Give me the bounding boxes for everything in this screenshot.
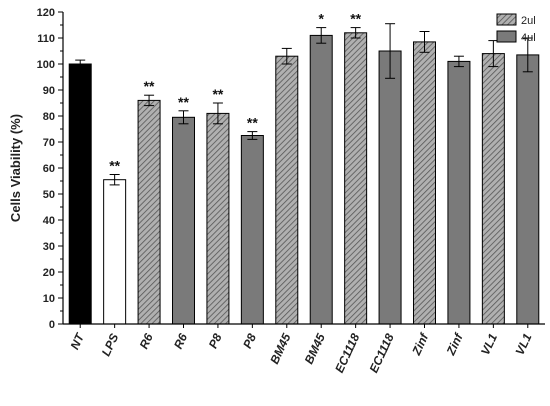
error-bar-13 [522, 37, 533, 73]
bar-5 [240, 135, 264, 325]
bar-4 [206, 112, 230, 325]
bar-7 [309, 34, 333, 325]
y-tick-label-40: 40 [43, 215, 55, 227]
y-tick-label-90: 90 [43, 85, 55, 97]
error-bar-4 [212, 102, 223, 125]
x-tick-label-6: BM45 [267, 331, 293, 366]
x-tick-label-0: NT [67, 330, 87, 352]
error-bar-0 [75, 59, 86, 69]
y-tick-label-120: 120 [37, 7, 55, 19]
x-tick-label-5: P8 [240, 331, 259, 351]
bar-9 [378, 50, 402, 325]
x-tick-label-1: LPS [99, 331, 122, 358]
x-tick-label-9: EC1118 [367, 331, 397, 375]
legend-label-2ul: 2ul [521, 15, 536, 27]
y-tick-label-10: 10 [43, 293, 55, 305]
bar-0 [68, 63, 92, 325]
y-tick-label-100: 100 [37, 59, 55, 71]
y-tick-label-70: 70 [43, 137, 55, 149]
y-tick-label-80: 80 [43, 111, 55, 123]
bar-13 [516, 54, 540, 325]
x-tick-label-7: BM45 [302, 331, 328, 366]
y-axis-title: Cells Viability (%) [8, 114, 23, 222]
x-tick-label-2: R6 [137, 331, 156, 351]
error-bar-5 [247, 131, 258, 140]
significance-mark-2: ** [144, 78, 155, 94]
x-tick-label-13: VL1 [513, 331, 535, 357]
significance-mark-7: * [318, 11, 324, 27]
error-bar-2 [144, 94, 155, 107]
x-tick-label-11: Zinf [443, 330, 466, 358]
error-bar-6 [281, 47, 292, 65]
x-tick-label-3: R6 [171, 331, 190, 351]
legend-label-4ul: 4ul [521, 32, 536, 44]
significance-mark-5: ** [247, 115, 258, 131]
error-bar-8 [350, 27, 361, 39]
bar-6 [275, 55, 299, 325]
bar-1 [103, 179, 127, 325]
y-tick-label-110: 110 [37, 33, 55, 45]
legend-swatch-2ul [496, 13, 517, 26]
significance-mark-4: ** [212, 86, 223, 102]
error-bar-10 [419, 31, 430, 53]
error-bar-9 [385, 23, 396, 79]
y-tick-label-60: 60 [43, 163, 55, 175]
bar-2 [137, 99, 161, 325]
legend-swatch-4ul [496, 30, 517, 43]
significance-mark-8: ** [350, 11, 361, 27]
error-bar-3 [178, 110, 189, 125]
y-tick-label-20: 20 [43, 267, 55, 279]
x-tick-label-4: P8 [206, 331, 225, 351]
x-tick-label-12: VL1 [478, 331, 500, 357]
x-tick-label-8: EC1118 [332, 331, 362, 375]
bar-3 [172, 116, 195, 325]
significance-mark-3: ** [178, 94, 189, 110]
error-bar-1 [109, 174, 120, 186]
y-tick-label-50: 50 [43, 189, 55, 201]
error-bar-11 [453, 55, 464, 68]
bar-12 [481, 53, 505, 325]
bar-11 [447, 60, 471, 325]
bar-10 [413, 41, 436, 325]
error-bar-7 [316, 27, 327, 44]
y-tick-label-0: 0 [49, 319, 55, 331]
bar-8 [344, 32, 368, 325]
significance-mark-1: ** [109, 158, 120, 174]
x-tick-label-10: Zinf [409, 330, 432, 358]
y-tick-label-30: 30 [43, 241, 55, 253]
